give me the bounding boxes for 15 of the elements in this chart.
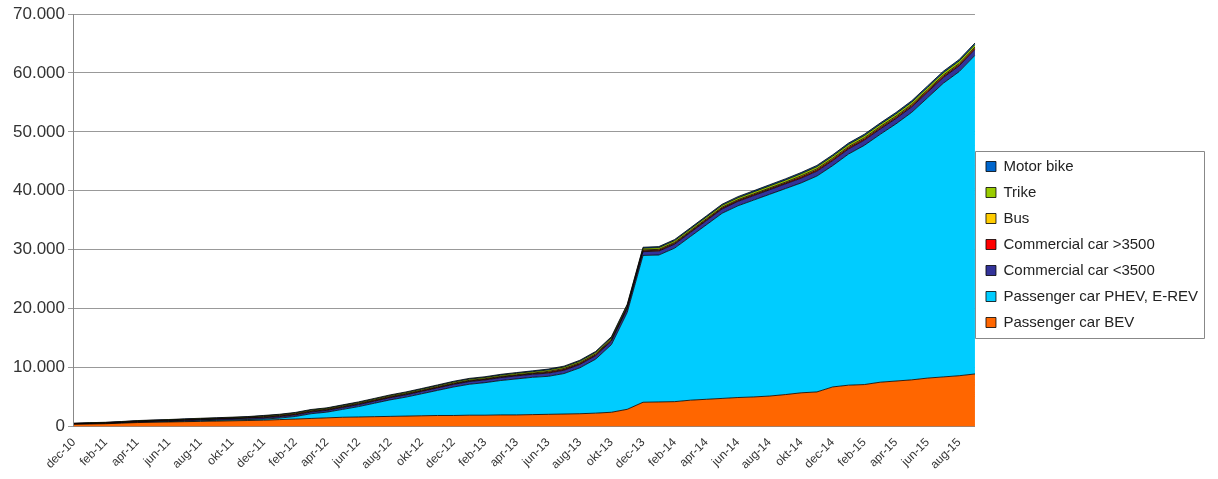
y-tick-label: 70.000 <box>13 3 65 23</box>
y-tick-label: 0 <box>55 416 65 436</box>
y-tick-label: 20.000 <box>13 298 65 318</box>
legend-label: Motor bike <box>1003 156 1074 174</box>
y-tick-label: 10.000 <box>13 357 65 377</box>
y-tick-label: 30.000 <box>13 239 65 259</box>
legend-label: Bus <box>1003 208 1030 226</box>
y-tick-label: 60.000 <box>13 62 65 82</box>
legend-label: Commercial car <3500 <box>1003 260 1155 278</box>
legend-label: Commercial car >3500 <box>1003 234 1155 252</box>
y-tick-label: 40.000 <box>13 180 65 200</box>
legend-label: Passenger car PHEV, E-REV <box>1003 286 1198 304</box>
legend-label: Trike <box>1003 182 1037 200</box>
legend-label: Passenger car BEV <box>1003 312 1135 330</box>
y-tick-label: 50.000 <box>13 121 65 141</box>
